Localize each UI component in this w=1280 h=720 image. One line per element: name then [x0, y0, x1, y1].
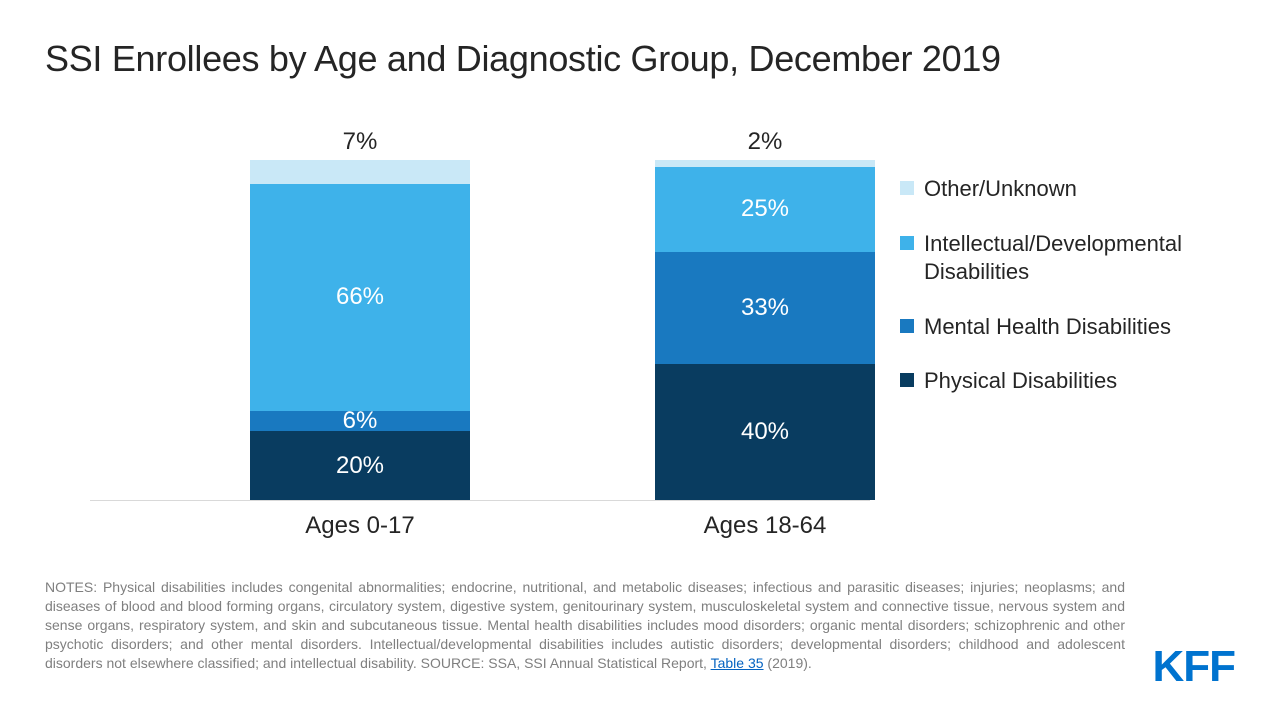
legend-swatch: [900, 236, 914, 250]
bar-ages_0_17: 7%66%6%20%: [250, 160, 470, 500]
legend-swatch: [900, 181, 914, 195]
bar-top-label: 2%: [655, 128, 875, 156]
legend-item: Other/Unknown: [900, 175, 1240, 204]
segment-intellectual: 25%: [655, 167, 875, 252]
segment-mental: 33%: [655, 252, 875, 364]
chart-baseline: [90, 500, 870, 501]
legend-label: Mental Health Disabilities: [924, 313, 1171, 342]
legend-swatch: [900, 319, 914, 333]
legend-label: Intellectual/Developmental Disabilities: [924, 230, 1240, 287]
segment-physical: 20%: [250, 431, 470, 500]
segment-other: [250, 160, 470, 184]
category-label: Ages 0-17: [305, 512, 414, 540]
legend-swatch: [900, 373, 914, 387]
chart-area: 7%66%6%20%2%25%33%40%: [90, 140, 870, 520]
notes-tail: (2019).: [764, 655, 812, 671]
kff-logo: KFF: [1152, 642, 1235, 692]
segment-physical: 40%: [655, 364, 875, 500]
notes-body: NOTES: Physical disabilities includes co…: [45, 579, 1125, 671]
legend-item: Intellectual/Developmental Disabilities: [900, 230, 1240, 287]
legend-label: Other/Unknown: [924, 175, 1077, 204]
legend: Other/Unknown Intellectual/Developmental …: [900, 175, 1240, 422]
bar-ages_18_64: 2%25%33%40%: [655, 160, 875, 500]
legend-item: Physical Disabilities: [900, 367, 1240, 396]
category-label: Ages 18-64: [704, 512, 827, 540]
legend-label: Physical Disabilities: [924, 367, 1117, 396]
segment-intellectual: 66%: [250, 184, 470, 411]
segment-other: [655, 160, 875, 167]
bar-top-label: 7%: [250, 128, 470, 156]
notes-text: NOTES: Physical disabilities includes co…: [45, 578, 1125, 672]
segment-mental: 6%: [250, 411, 470, 432]
source-link[interactable]: Table 35: [711, 655, 764, 671]
legend-item: Mental Health Disabilities: [900, 313, 1240, 342]
chart-title: SSI Enrollees by Age and Diagnostic Grou…: [45, 38, 1001, 80]
